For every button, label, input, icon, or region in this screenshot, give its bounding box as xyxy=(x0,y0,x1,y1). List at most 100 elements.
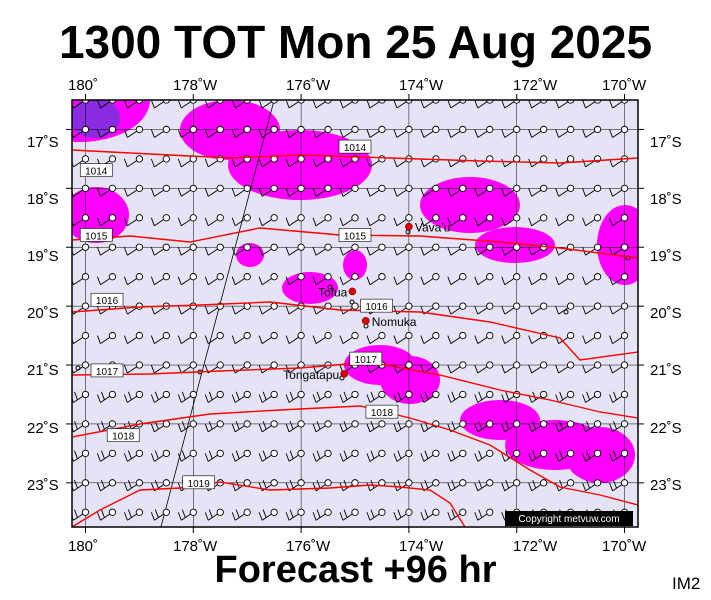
lat-label: 20˚S xyxy=(650,305,682,322)
barb-feather xyxy=(555,217,560,226)
barb-feather xyxy=(312,100,317,109)
barb-station xyxy=(459,125,467,134)
wind-barb xyxy=(474,479,494,492)
barb-station xyxy=(432,331,440,340)
barb-station xyxy=(243,184,251,192)
barb-station xyxy=(81,361,90,369)
wind-barb xyxy=(72,361,90,374)
barb-feather xyxy=(123,158,128,168)
barb-feather xyxy=(420,100,425,109)
wind-barb xyxy=(447,125,467,138)
barb-feather xyxy=(582,364,586,374)
barb-feather xyxy=(609,305,613,315)
barb-feather xyxy=(72,397,74,403)
isobar-label-text: 1018 xyxy=(112,432,135,443)
wind-barb xyxy=(177,420,197,433)
barb-feather xyxy=(204,453,209,462)
barb-feather xyxy=(231,453,236,462)
barb-station xyxy=(486,508,494,516)
barb-feather xyxy=(339,247,344,256)
barb-feather xyxy=(316,509,321,518)
barb-station xyxy=(270,302,278,310)
barb-feather xyxy=(532,450,537,459)
barb-feather xyxy=(312,394,317,403)
barb-station xyxy=(324,449,332,458)
barb-station xyxy=(378,508,386,516)
barb-feather xyxy=(312,335,317,344)
wind-barb xyxy=(72,184,90,197)
barb-station xyxy=(620,243,629,251)
isobar-label: 1017 xyxy=(349,351,383,366)
wind-barb xyxy=(528,125,548,138)
barb-station xyxy=(243,273,251,281)
barb-feather xyxy=(420,217,425,226)
barb-feather xyxy=(204,247,209,256)
barb-station xyxy=(189,273,197,281)
barb-station xyxy=(513,479,521,487)
wind-barb xyxy=(339,214,359,227)
barb-feather xyxy=(123,394,128,403)
barb-feather xyxy=(582,305,586,315)
barb-feather xyxy=(447,217,452,226)
wind-barb xyxy=(150,155,170,168)
isobar-line xyxy=(72,481,466,527)
wind-barb xyxy=(501,449,521,462)
wind-barb xyxy=(447,184,467,197)
wind-barb xyxy=(501,331,521,344)
barb-feather xyxy=(208,509,213,518)
barb-feather xyxy=(451,450,456,459)
barb-feather xyxy=(555,453,560,462)
wind-barb xyxy=(582,184,602,197)
barb-feather xyxy=(586,479,590,489)
isobar-label: 1016 xyxy=(360,298,393,313)
wind-barb xyxy=(123,125,144,138)
isobar-label: 1015 xyxy=(338,228,372,242)
wind-barb xyxy=(177,331,197,344)
wind-barb xyxy=(123,449,144,462)
barb-station xyxy=(135,449,144,458)
barb-feather xyxy=(528,305,533,315)
wind-barb xyxy=(501,125,521,138)
barb-feather xyxy=(258,453,263,462)
wind-barb xyxy=(474,273,494,286)
barb-station xyxy=(513,125,521,134)
barb-station xyxy=(378,420,386,428)
isobar-label-text: 1016 xyxy=(365,302,388,313)
wind-barb xyxy=(177,361,197,374)
barb-station xyxy=(432,390,440,399)
barb-station xyxy=(270,125,278,134)
wind-barb xyxy=(582,273,602,286)
barb-station xyxy=(432,214,440,222)
barb-feather xyxy=(370,421,375,430)
barb-station xyxy=(135,331,144,340)
barb-feather xyxy=(177,188,182,197)
wind-barb xyxy=(258,273,278,286)
barb-feather xyxy=(150,100,155,109)
wind-barb xyxy=(285,449,305,462)
barb-station xyxy=(405,508,413,516)
wind-barb xyxy=(393,420,413,433)
barb-station xyxy=(270,361,278,369)
barb-feather xyxy=(97,188,101,197)
barb-feather xyxy=(123,129,128,138)
barb-feather xyxy=(447,394,452,403)
barb-station xyxy=(378,184,386,192)
barb-feather xyxy=(150,335,155,344)
wind-barb xyxy=(72,390,90,403)
barb-feather xyxy=(474,247,479,256)
barb-feather xyxy=(285,158,290,168)
barb-feather xyxy=(231,217,236,226)
barb-station xyxy=(459,420,467,428)
barb-feather xyxy=(424,450,429,459)
wind-barb xyxy=(97,479,117,492)
wind-barb xyxy=(204,420,224,433)
barb-station xyxy=(243,125,251,134)
place-dot xyxy=(405,222,413,231)
barb-station xyxy=(378,449,386,458)
place-dot xyxy=(340,370,349,378)
barb-station xyxy=(540,420,548,428)
wind-barb xyxy=(177,390,197,403)
barb-feather xyxy=(447,100,452,109)
barb-feather xyxy=(582,129,586,138)
barb-feather xyxy=(204,276,209,285)
